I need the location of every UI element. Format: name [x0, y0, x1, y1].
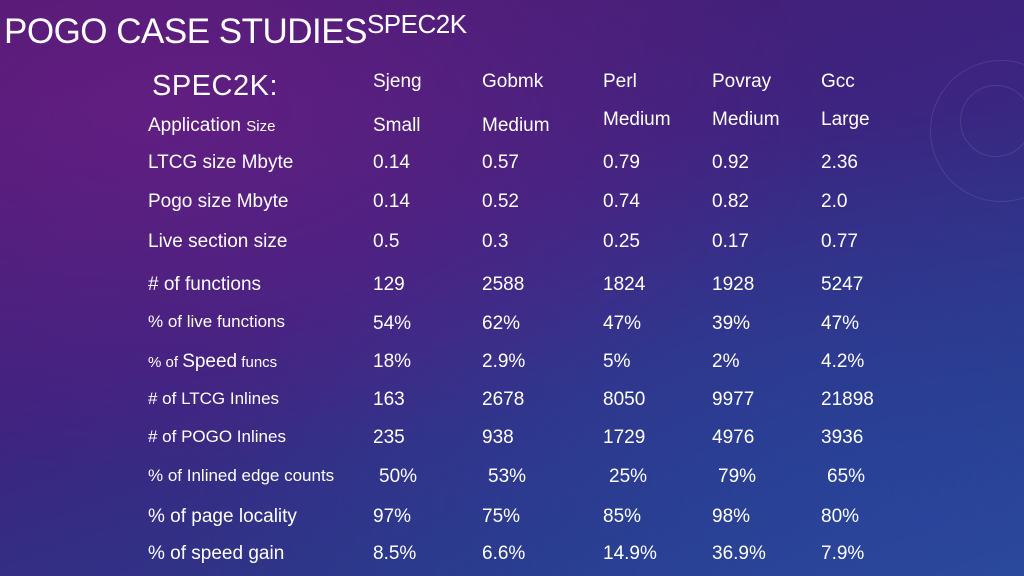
cell-speed-gain-sjeng: 8.5% [373, 543, 417, 564]
cell-ltcg-size-sjeng: 0.14 [373, 152, 410, 173]
cell-live-section-sjeng: 0.5 [373, 231, 400, 252]
cell-num-functions-povray: 1928 [712, 274, 755, 295]
slide-title-main: POGO CASE STUDIES [4, 12, 367, 51]
row-label-pogo-size: Pogo size Mbyte [148, 191, 289, 212]
cell-live-section-perl: 0.25 [603, 231, 640, 252]
cell-page-locality-gobmk: 75% [482, 506, 521, 527]
cell-speed-gain-perl: 14.9% [603, 543, 657, 564]
cell-num-functions-gcc: 5247 [821, 274, 864, 295]
size-gcc: Large [821, 109, 870, 130]
cell-pogo-inlines-perl: 1729 [603, 427, 646, 448]
cell-pct-live-povray: 39% [712, 313, 751, 334]
size-gobmk: Medium [482, 115, 550, 136]
cell-pct-speed-gobmk: 2.9% [482, 351, 526, 372]
cell-pct-edge-povray: 79% [718, 466, 757, 487]
row-label-pct-speed-gain: % of speed gain [148, 543, 285, 564]
cell-ltcg-size-perl: 0.79 [603, 152, 640, 173]
row-label-pogo-inlines: # of POGO Inlines [148, 427, 286, 446]
cell-ltcg-inlines-sjeng: 163 [373, 389, 405, 410]
cell-pogo-size-povray: 0.82 [712, 191, 749, 212]
cell-live-section-povray: 0.17 [712, 231, 749, 252]
slide-title: POGO CASE STUDIESSPEC2K [4, 2, 467, 54]
row-label-pct-speed-word: Speed [182, 351, 238, 372]
row-label-size: Size [246, 118, 276, 135]
row-label-application: Application [148, 115, 241, 136]
cell-pogo-size-sjeng: 0.14 [373, 191, 410, 212]
cell-ltcg-size-gobmk: 0.57 [482, 152, 519, 173]
cell-live-section-gobmk: 0.3 [482, 231, 509, 252]
cell-pct-edge-sjeng: 50% [379, 466, 418, 487]
cell-page-locality-povray: 98% [712, 506, 751, 527]
cell-pogo-inlines-povray: 4976 [712, 427, 755, 448]
cell-speed-gain-gobmk: 6.6% [482, 543, 526, 564]
cell-pogo-size-gobmk: 0.52 [482, 191, 519, 212]
row-label-pct-page-locality: % of page locality [148, 506, 297, 527]
cell-pct-live-gobmk: 62% [482, 313, 521, 334]
cell-page-locality-perl: 85% [603, 506, 642, 527]
table-corner-label: SPEC2K: [152, 70, 278, 102]
cell-page-locality-sjeng: 97% [373, 506, 412, 527]
row-label-pct-speed-suffix: funcs [237, 354, 278, 371]
cell-num-functions-perl: 1824 [603, 274, 646, 295]
cell-pct-edge-gcc: 65% [827, 466, 866, 487]
column-header-gcc: Gcc [821, 71, 855, 92]
row-label-ltcg-inlines: # of LTCG Inlines [148, 389, 280, 408]
cell-pogo-size-perl: 0.74 [603, 191, 640, 212]
cell-speed-gain-gcc: 7.9% [821, 543, 865, 564]
cell-ltcg-size-gcc: 2.36 [821, 152, 858, 173]
cell-num-functions-sjeng: 129 [373, 274, 405, 295]
cell-num-functions-gobmk: 2588 [482, 274, 525, 295]
cell-ltcg-inlines-gcc: 21898 [821, 389, 874, 410]
cell-pogo-inlines-sjeng: 235 [373, 427, 405, 448]
column-header-povray: Povray [712, 71, 772, 92]
cell-pct-live-perl: 47% [603, 313, 642, 334]
size-povray: Medium [712, 109, 780, 130]
cell-pogo-inlines-gcc: 3936 [821, 427, 864, 448]
cell-pogo-size-gcc: 2.0 [821, 191, 848, 212]
cell-pct-speed-povray: 2% [712, 351, 740, 372]
cell-pct-speed-perl: 5% [603, 351, 631, 372]
row-label-pct-speed-funcs: % of Speed funcs [148, 350, 277, 375]
slide-title-suffix: SPEC2K [366, 9, 467, 39]
cell-ltcg-inlines-gobmk: 2678 [482, 389, 525, 410]
column-header-perl: Perl [603, 71, 637, 92]
size-perl: Medium [603, 109, 671, 130]
cell-pct-live-sjeng: 54% [373, 313, 412, 334]
row-label-pct-live-functions: % of live functions [148, 312, 286, 331]
decor-circle-small [960, 85, 1024, 157]
column-header-sjeng: Sjeng [373, 71, 422, 92]
cell-pogo-inlines-gobmk: 938 [482, 427, 514, 448]
cell-pct-speed-sjeng: 18% [373, 351, 412, 372]
cell-pct-edge-gobmk: 53% [488, 466, 527, 487]
size-sjeng: Small [373, 115, 421, 136]
cell-ltcg-inlines-perl: 8050 [603, 389, 646, 410]
row-label-pct-speed-prefix: % of [148, 354, 183, 371]
cell-page-locality-gcc: 80% [821, 506, 860, 527]
cell-ltcg-size-povray: 0.92 [712, 152, 749, 173]
row-label-num-functions: # of functions [148, 274, 262, 295]
cell-pct-live-gcc: 47% [821, 313, 860, 334]
row-label-ltcg-size: LTCG size Mbyte [148, 152, 294, 173]
cell-pct-speed-gcc: 4.2% [821, 351, 865, 372]
row-label-live-section-size: Live section size [148, 231, 288, 252]
row-label-pct-inlined-edge: % of Inlined edge counts [148, 466, 335, 485]
cell-live-section-gcc: 0.77 [821, 231, 858, 252]
row-label-application-size: Application Size [148, 114, 275, 139]
column-header-gobmk: Gobmk [482, 71, 544, 92]
cell-speed-gain-povray: 36.9% [712, 543, 766, 564]
cell-ltcg-inlines-povray: 9977 [712, 389, 755, 410]
cell-pct-edge-perl: 25% [609, 466, 648, 487]
